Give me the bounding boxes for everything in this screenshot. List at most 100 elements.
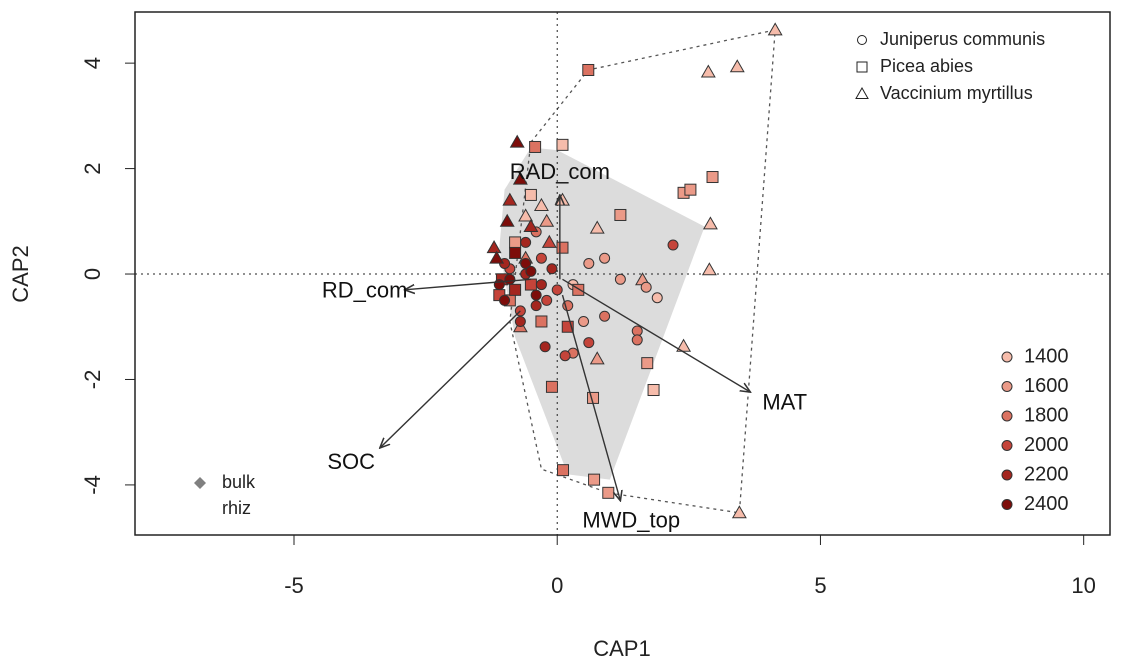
point (509, 283, 522, 296)
legend-label: bulk (222, 472, 256, 492)
legend-marker (1001, 381, 1013, 392)
point (509, 134, 525, 148)
point (499, 213, 515, 227)
legend-label: 2400 (1024, 493, 1069, 515)
arrow-label: RD_com (322, 277, 408, 302)
point (499, 294, 511, 306)
point (599, 310, 611, 322)
point (502, 192, 518, 206)
point (545, 380, 558, 393)
point (525, 265, 537, 277)
biplot-arrow (562, 278, 750, 392)
legend-label: 1800 (1024, 404, 1069, 426)
legend-marker (1001, 440, 1013, 451)
point (512, 171, 528, 185)
point (509, 246, 522, 259)
point (533, 197, 549, 211)
point (524, 278, 537, 291)
legend-label: Picea abies (880, 56, 973, 76)
point (614, 208, 627, 221)
legend-label: 1600 (1024, 375, 1069, 397)
point (855, 86, 869, 99)
point (640, 281, 652, 293)
point (546, 263, 558, 275)
point (702, 216, 718, 230)
biplot-arrow (561, 294, 620, 501)
point (509, 236, 522, 249)
biplot-arrow (380, 310, 521, 448)
point (582, 63, 595, 76)
legend-marker (1001, 351, 1013, 363)
point (701, 262, 717, 276)
point (523, 218, 539, 233)
legend-label: 2200 (1024, 463, 1069, 485)
point (602, 486, 615, 499)
point (524, 188, 537, 201)
x-tick-label: 10 (1071, 573, 1095, 598)
point (556, 138, 569, 151)
x-axis-title: CAP1 (593, 636, 650, 661)
point (684, 183, 697, 196)
point (588, 473, 601, 486)
point (578, 315, 590, 327)
legend-marker (1001, 469, 1013, 481)
point (731, 505, 747, 519)
x-tick-label: 5 (814, 573, 826, 598)
y-axis-title: CAP2 (8, 245, 33, 302)
legend-label: Vaccinium myrtillus (880, 83, 1033, 103)
point (572, 283, 585, 296)
point (667, 239, 679, 251)
point (651, 292, 663, 304)
legend-marker (1001, 499, 1013, 510)
point (706, 171, 719, 184)
point (539, 341, 551, 353)
point (541, 234, 557, 248)
arrow-label: MAT (762, 389, 807, 414)
y-tick-label: 0 (80, 268, 105, 280)
hull (509, 29, 776, 514)
point (535, 315, 548, 328)
point (614, 273, 626, 285)
point (520, 257, 532, 269)
point (529, 140, 542, 153)
point (539, 213, 555, 227)
point (486, 240, 502, 254)
legend-label: Juniperus communis (880, 29, 1045, 49)
y-tick-label: -2 (80, 370, 105, 390)
point (518, 208, 534, 222)
point (551, 284, 563, 296)
arrow-label: SOC (327, 449, 375, 474)
point (599, 252, 611, 264)
point (559, 350, 571, 362)
point (700, 64, 716, 78)
point (589, 220, 605, 234)
point (504, 273, 516, 285)
legend-marker (194, 477, 206, 489)
x-tick-label: -5 (284, 573, 304, 598)
point (541, 294, 553, 306)
biplot-arrow (405, 278, 531, 290)
point (856, 61, 868, 73)
legend-marker (1001, 410, 1013, 422)
point (561, 320, 574, 333)
point (489, 250, 505, 264)
point (767, 22, 783, 36)
arrow-label: RAD_com (510, 159, 610, 184)
point (583, 257, 595, 269)
y-tick-label: 4 (80, 57, 105, 69)
point (530, 289, 542, 301)
legend-label: 1400 (1024, 345, 1069, 367)
point (647, 384, 660, 397)
point (535, 252, 547, 264)
point (589, 351, 605, 365)
point (535, 279, 547, 291)
legend-label: 2000 (1024, 434, 1069, 456)
y-tick-label: -4 (80, 475, 105, 495)
point (631, 334, 643, 346)
point (729, 59, 745, 73)
point (857, 35, 867, 45)
point (514, 315, 526, 327)
legend-label: rhiz (222, 498, 251, 518)
plot-frame (134, 11, 1111, 536)
